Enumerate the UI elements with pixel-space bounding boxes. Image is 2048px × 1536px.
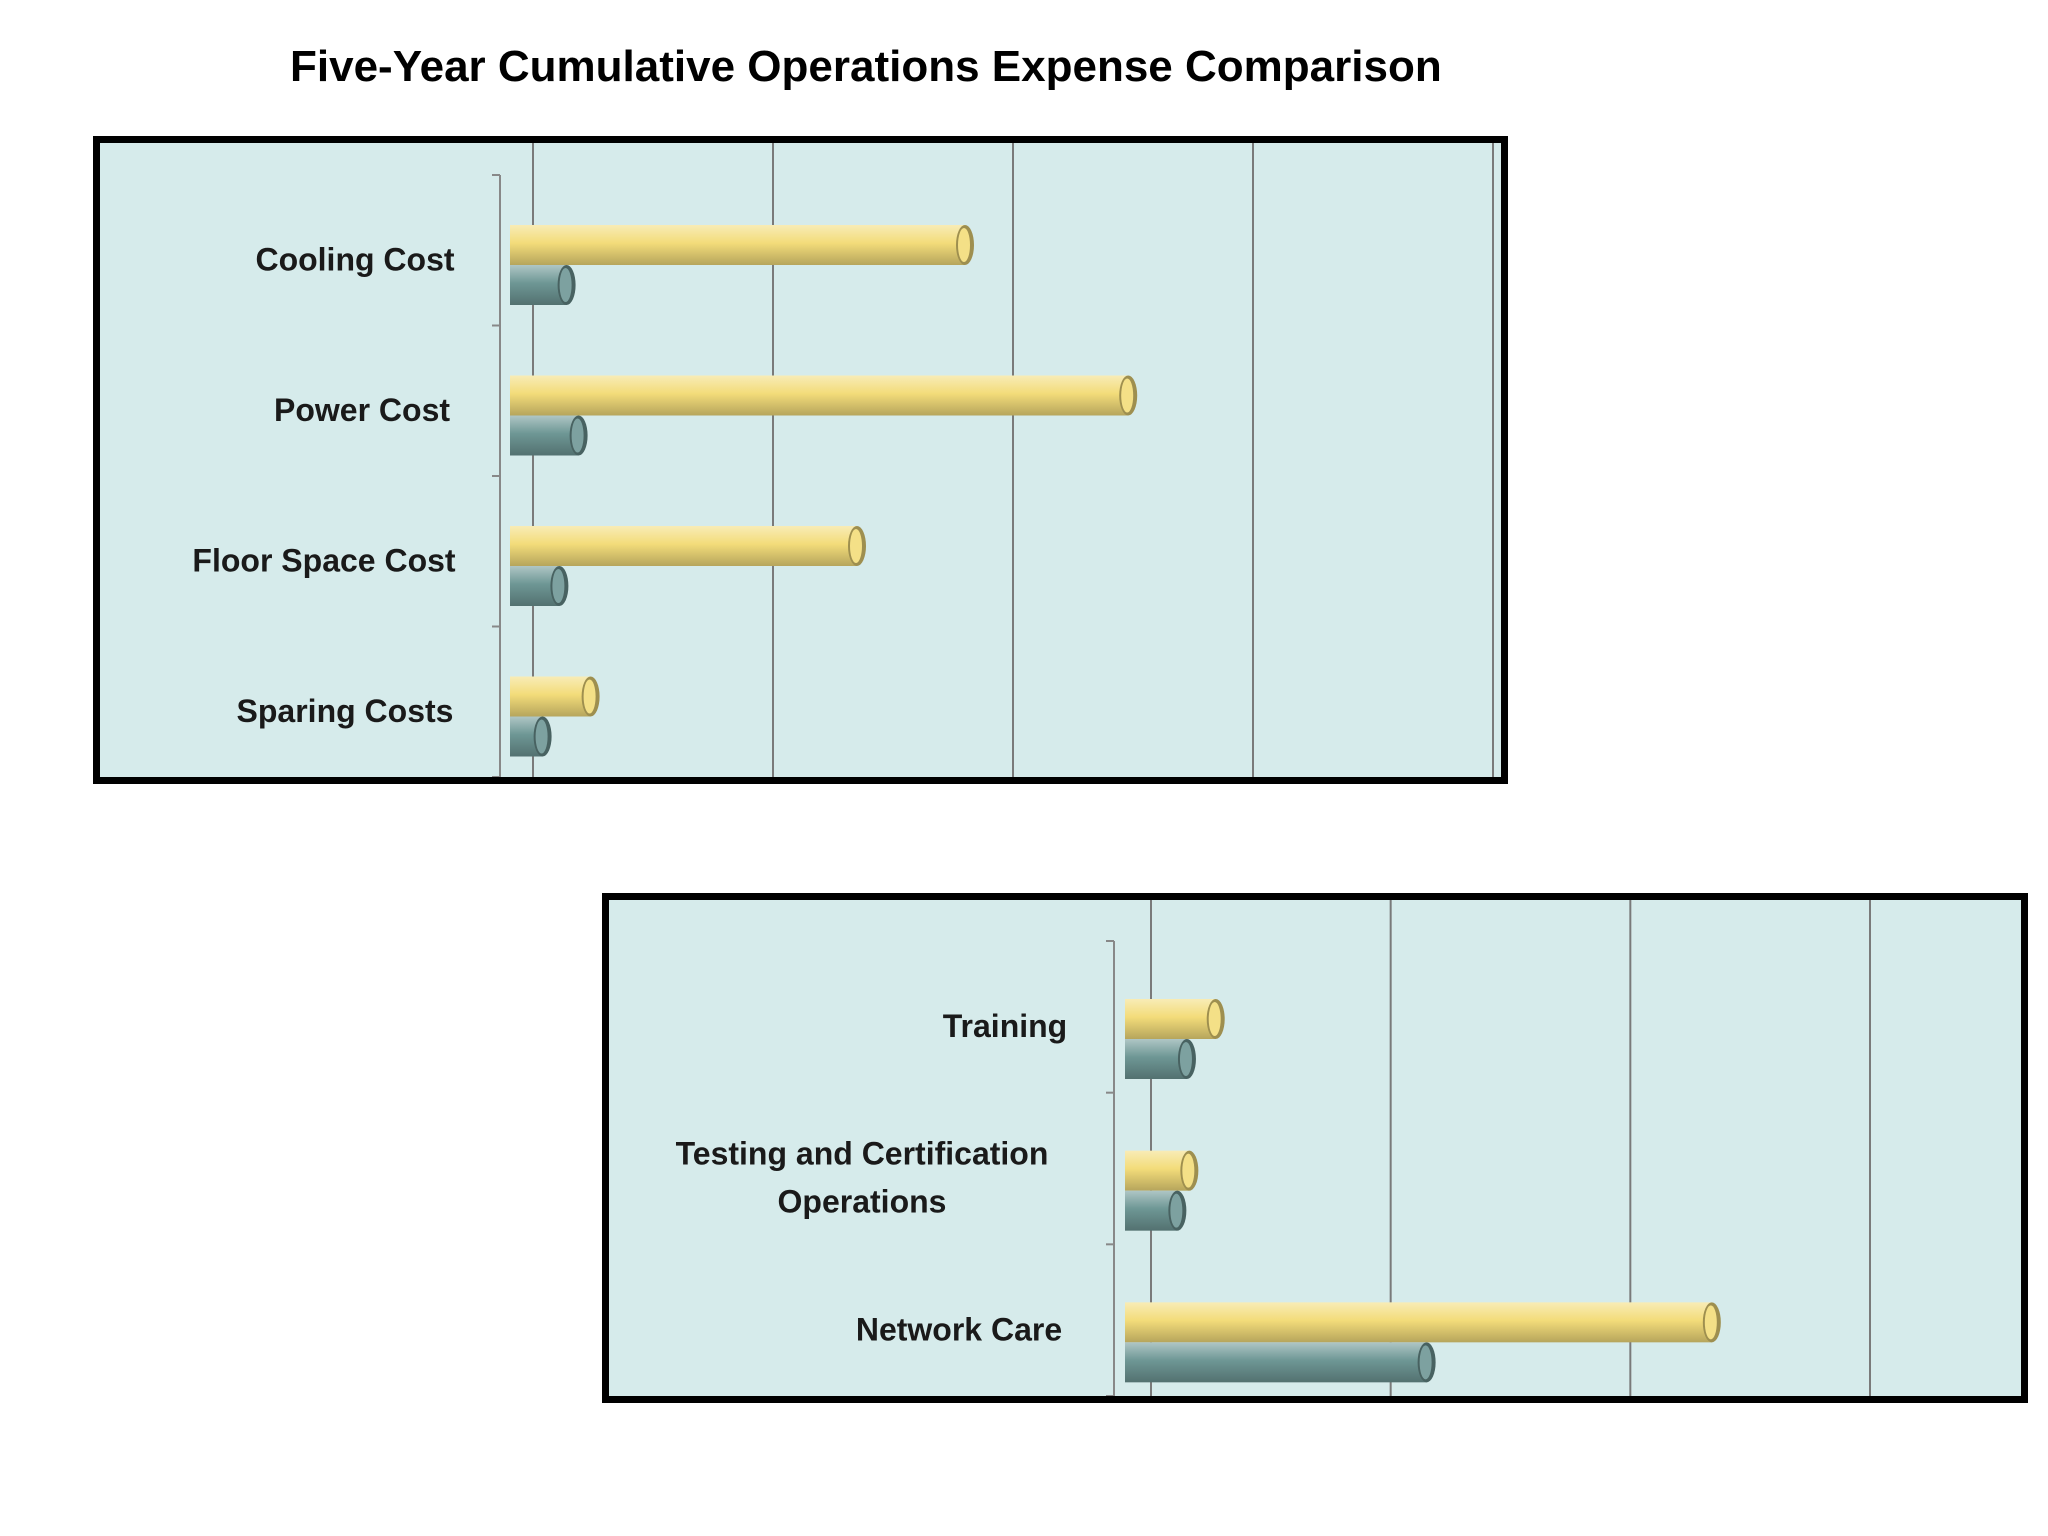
category-label: Power Cost (274, 392, 450, 428)
bar-series-a-0 (1125, 999, 1225, 1039)
bar-series-a-1 (1125, 1150, 1199, 1191)
category-label: Network Care (856, 1311, 1062, 1347)
bar-series-a-2 (510, 526, 866, 566)
bar-series-a-2 (1125, 1302, 1721, 1343)
chart-top-svg: Cooling Cost Power Cost Floor Space Cost Sp… (192, 143, 1494, 777)
category-label: Cooling Cost (255, 241, 454, 277)
bar-series-b-3 (510, 716, 552, 757)
bar-series-b-0 (510, 265, 576, 305)
category-label: Floor Space Cost (192, 542, 456, 578)
bar-series-a-1 (510, 375, 1138, 416)
bar-series-b-1 (510, 415, 588, 456)
bar-series-a-3 (510, 676, 600, 717)
bar-series-a-0 (510, 225, 974, 265)
category-label: Training (943, 1008, 1067, 1044)
category-label: Sparing Costs (237, 693, 454, 729)
bar-series-b-0 (1125, 1039, 1196, 1079)
chart-operations-bottom: Training Testing and Certification Operati… (602, 893, 2028, 1403)
page-title: Five-Year Cumulative Operations Expense … (290, 42, 1442, 91)
bar-series-b-1 (1125, 1190, 1187, 1231)
category-label: Testing and Certification Operations (676, 1136, 1049, 1220)
chart-bottom-svg: Training Testing and Certification Operati… (676, 900, 1871, 1396)
bar-series-b-2 (510, 566, 569, 606)
chart-operations-top: Cooling Cost Power Cost Floor Space Cost Sp… (93, 136, 1508, 784)
bar-series-b-2 (1125, 1342, 1436, 1383)
